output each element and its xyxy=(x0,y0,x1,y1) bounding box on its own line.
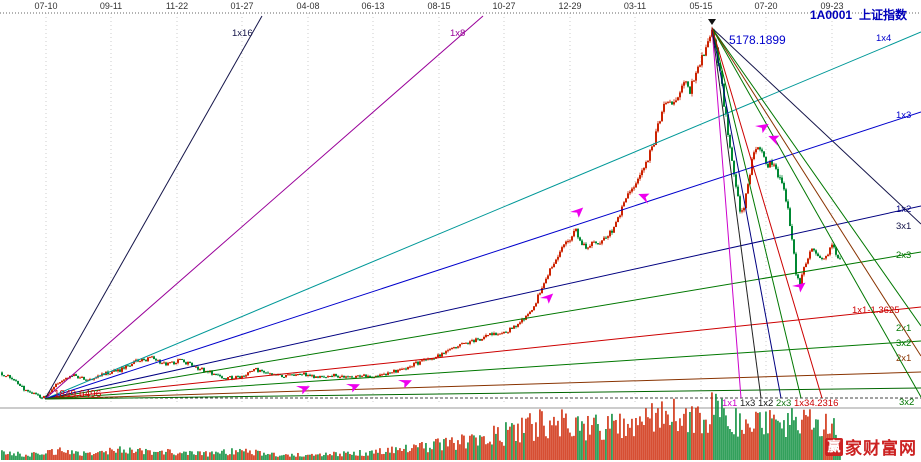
gann-line-label: 1x1 xyxy=(722,398,737,409)
date-label: 09-23 xyxy=(820,1,843,11)
peak-marker-icon xyxy=(708,19,716,25)
date-label: 06-13 xyxy=(361,1,384,11)
gann-line-label: 3x2 xyxy=(899,397,914,408)
date-label: 05-15 xyxy=(689,1,712,11)
arrow-marker-icon xyxy=(398,380,412,389)
gann-line-label: 1x34.2316 xyxy=(794,398,838,409)
peak-price-label: 5178.1899 xyxy=(729,33,786,47)
chart-title: 1A0001 上证指数 xyxy=(810,6,907,23)
date-label: 01-27 xyxy=(230,1,253,11)
date-label: 09-11 xyxy=(100,1,122,11)
date-label: 11-22 xyxy=(166,1,188,11)
gann-line-label: 1x3 xyxy=(896,110,911,121)
arrow-marker-icon xyxy=(570,207,584,218)
gann-line-label: 1x3 xyxy=(740,398,755,409)
gann-line-label: 1x4 xyxy=(876,33,891,44)
grid: 07-10 09-11 11-22 01-27 04-08 06-13 08-15 10-27… xyxy=(0,1,921,409)
watermark-logo: 赢 家财富网 xyxy=(825,434,917,459)
date-label: 04-08 xyxy=(296,1,319,11)
symbol-code: 1A0001 xyxy=(810,8,853,22)
gann-line-label: 1x8 xyxy=(450,28,465,39)
date-label: 10-27 xyxy=(492,1,515,11)
symbol-name: 上证指数 xyxy=(859,8,908,22)
watermark-text: 家财富网 xyxy=(845,439,917,458)
arrow-marker-icon xyxy=(346,384,360,393)
watermark-icon: 赢 xyxy=(825,437,843,456)
descending-fan-from-5178: 3x12x12x13x21x11x31x22x31x34.2316 xyxy=(711,27,921,409)
gann-line-label: 3x2 xyxy=(896,338,911,349)
date-label: 07-20 xyxy=(754,1,777,11)
candlesticks xyxy=(1,26,841,400)
date-label: 12-29 xyxy=(558,1,581,11)
date-label: 07-10 xyxy=(34,1,57,11)
gann-line-label: 1x2 xyxy=(758,398,773,409)
arrow-marker-icon xyxy=(638,193,650,204)
arrow-marker-icon xyxy=(792,282,806,293)
arrow-marker-icon xyxy=(296,386,310,395)
arrow-marker-icon xyxy=(755,123,769,134)
base-price-label: 1849.6496 xyxy=(54,389,102,400)
arrow-marker-icon xyxy=(768,135,780,146)
date-label: 03-11 xyxy=(624,1,646,11)
arrow-marker-icon xyxy=(540,293,554,304)
volume-bars xyxy=(1,392,841,460)
gann-line-label: 2x3 xyxy=(896,250,911,261)
annotation-arrows xyxy=(296,123,806,395)
gann-line-label: 2x3 xyxy=(776,398,791,409)
gann-line-label: 1x16 xyxy=(232,28,253,39)
date-label: 08-15 xyxy=(427,1,450,11)
gann-line-label: 1x1-1.3625 xyxy=(852,305,900,316)
gann-line-label: 1x2 xyxy=(896,204,911,215)
gann-line-label: 3x1 xyxy=(896,221,911,232)
gann-line-label: 2x1 xyxy=(896,353,911,364)
ascending-fan-from-1849: 1x16 1x8 1x4 1x3 1x2 2x3 1x1-1.3625 3x2 xyxy=(44,15,921,400)
